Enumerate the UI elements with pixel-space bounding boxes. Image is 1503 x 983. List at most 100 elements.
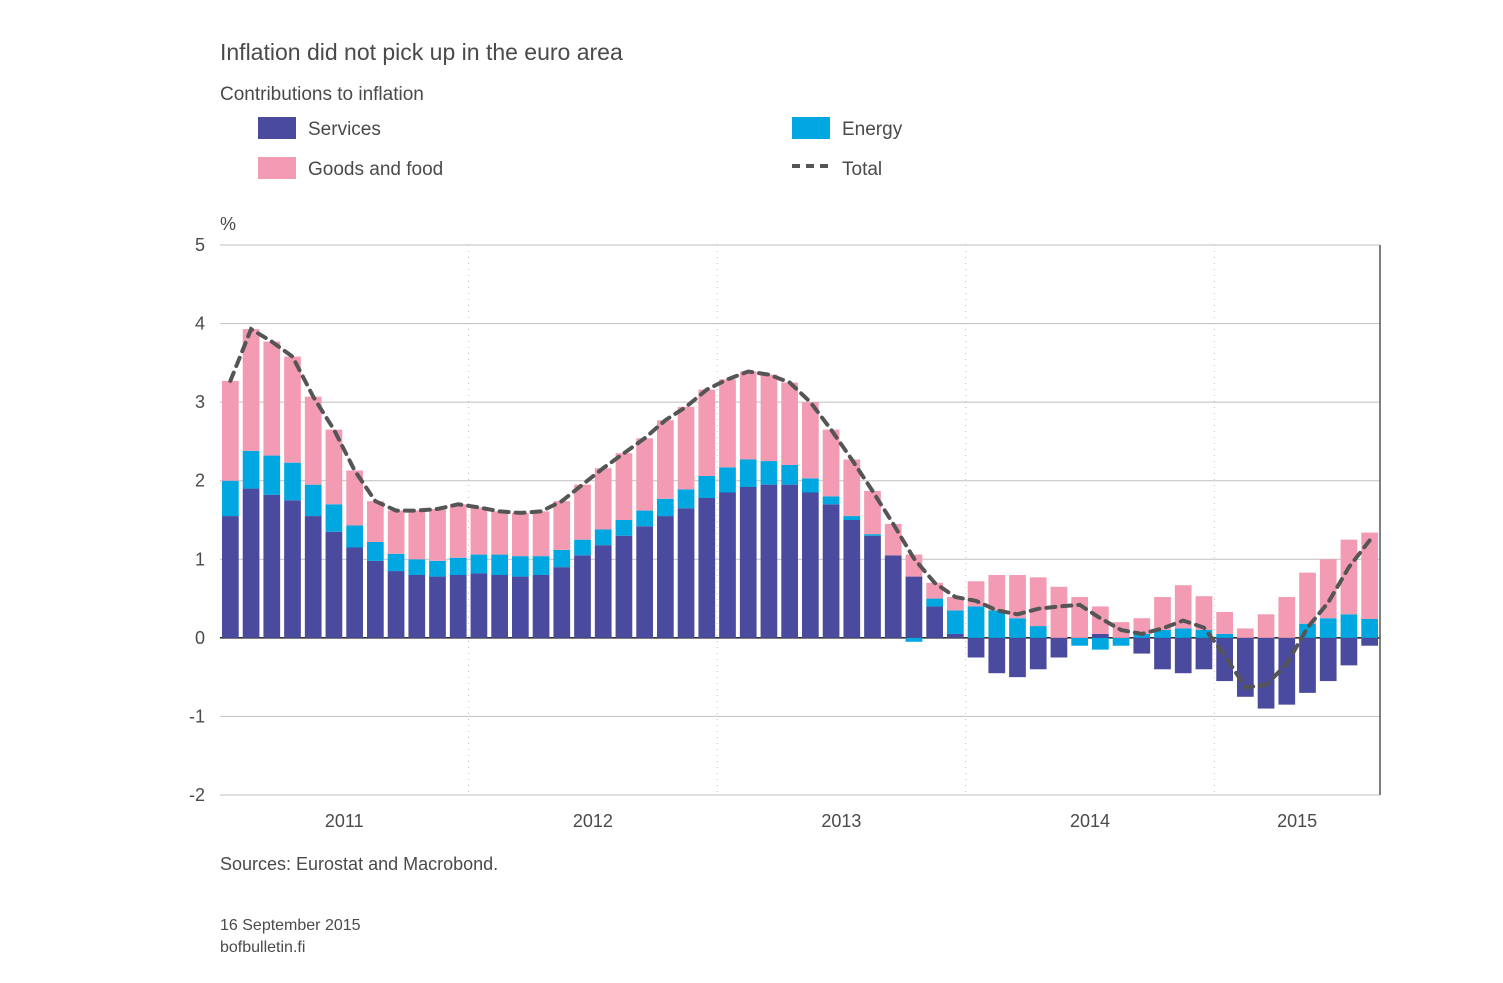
bar-services <box>1133 638 1150 654</box>
bar-goods <box>408 511 425 560</box>
bar-energy <box>222 481 239 516</box>
bar-services <box>1051 638 1068 658</box>
bar-services <box>636 526 653 638</box>
bar-goods <box>698 390 715 476</box>
bar-services <box>843 520 860 638</box>
bar-energy <box>636 511 653 527</box>
bar-services <box>947 634 964 638</box>
bar-services <box>1092 634 1109 638</box>
bar-goods <box>284 357 301 463</box>
x-year-label: 2013 <box>821 811 861 831</box>
bar-goods <box>574 485 591 540</box>
bar-services <box>263 495 280 638</box>
bar-services <box>243 489 260 638</box>
bar-services <box>595 545 612 638</box>
bar-services <box>698 498 715 638</box>
bar-services <box>802 493 819 638</box>
bar-services <box>346 548 363 638</box>
bar-goods <box>1051 587 1068 638</box>
bar-goods <box>740 372 757 460</box>
bar-services <box>408 575 425 638</box>
bar-goods <box>657 420 674 499</box>
bar-energy <box>719 467 736 492</box>
bar-energy <box>1341 614 1358 638</box>
bar-goods <box>885 524 902 555</box>
bar-goods <box>1258 614 1275 638</box>
bar-energy <box>450 558 467 575</box>
bar-services <box>1341 638 1358 666</box>
bar-energy <box>533 556 550 575</box>
bar-goods <box>491 511 508 554</box>
footer-site: bofbulletin.fi <box>220 939 305 956</box>
bar-services <box>491 575 508 638</box>
bar-energy <box>491 555 508 575</box>
bar-energy <box>678 489 695 508</box>
bar-services <box>553 567 570 638</box>
y-tick-label: 2 <box>195 471 205 491</box>
x-year-label: 2011 <box>325 811 364 831</box>
bar-services <box>222 516 239 638</box>
bar-services <box>906 577 923 638</box>
bar-services <box>761 485 778 638</box>
bar-services <box>1009 638 1026 677</box>
bar-goods <box>533 511 550 556</box>
y-tick-label: 5 <box>195 235 205 255</box>
bar-energy <box>1175 628 1192 637</box>
y-tick-label: 3 <box>195 392 205 412</box>
bar-services <box>1361 638 1378 646</box>
bar-services <box>616 536 633 638</box>
bar-energy <box>553 550 570 567</box>
bar-goods <box>1030 577 1047 626</box>
bar-services <box>367 561 384 638</box>
bar-energy <box>843 516 860 520</box>
bar-services <box>305 516 322 638</box>
bar-services <box>1320 638 1337 681</box>
bar-services <box>781 485 798 638</box>
x-year-label: 2015 <box>1277 811 1317 831</box>
bar-services <box>1258 638 1275 709</box>
bar-energy <box>512 556 529 576</box>
bar-energy <box>1071 638 1088 646</box>
bar-goods <box>595 468 612 529</box>
bar-services <box>1196 638 1213 669</box>
bar-services <box>284 500 301 638</box>
bar-services <box>1216 638 1233 681</box>
bar-energy <box>698 476 715 498</box>
bar-energy <box>1030 626 1047 638</box>
y-tick-label: -1 <box>189 706 205 726</box>
bar-goods <box>636 438 653 510</box>
bar-services <box>388 571 405 638</box>
inflation-chart: Inflation did not pick up in the euro ar… <box>0 0 1503 983</box>
bar-goods <box>553 501 570 550</box>
bar-energy <box>471 555 488 574</box>
bar-goods <box>1278 597 1295 638</box>
bar-services <box>326 532 343 638</box>
chart-subtitle: Contributions to inflation <box>220 84 424 105</box>
bar-energy <box>346 526 363 548</box>
bar-goods <box>1341 540 1358 615</box>
y-tick-label: 1 <box>195 549 205 569</box>
bar-energy <box>1113 638 1130 646</box>
bar-energy <box>823 496 840 504</box>
bar-services <box>657 516 674 638</box>
bar-goods <box>388 511 405 554</box>
bar-goods <box>222 381 239 481</box>
bar-goods <box>678 407 695 490</box>
legend-label-total: Total <box>842 159 882 180</box>
bar-energy <box>781 465 798 485</box>
bar-energy <box>429 561 446 577</box>
bar-energy <box>1216 634 1233 638</box>
bar-services <box>574 555 591 638</box>
bar-goods <box>1216 612 1233 634</box>
bar-services <box>864 536 881 638</box>
legend-label-goods: Goods and food <box>308 159 443 180</box>
bar-energy <box>864 534 881 536</box>
bar-services <box>678 508 695 638</box>
bar-services <box>1299 638 1316 693</box>
bar-goods <box>843 460 860 517</box>
bar-goods <box>1237 628 1254 637</box>
bar-energy <box>263 456 280 495</box>
bar-goods <box>616 453 633 520</box>
bar-energy <box>657 499 674 516</box>
bar-goods <box>1299 573 1316 624</box>
